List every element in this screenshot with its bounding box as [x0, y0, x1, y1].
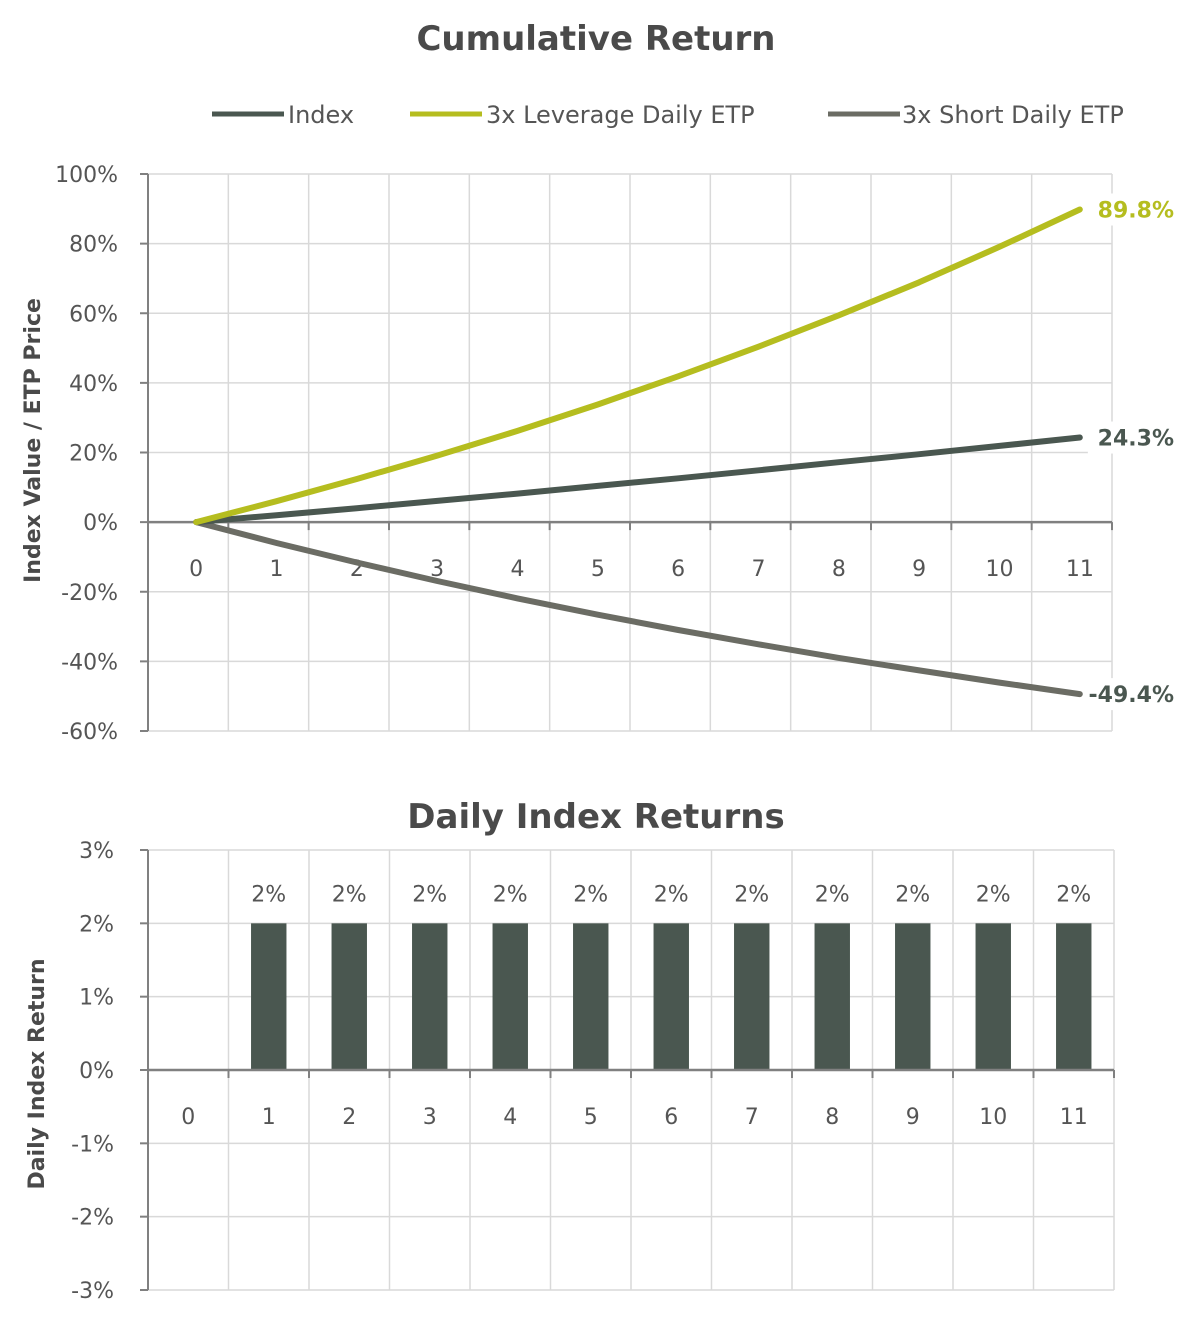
- y-tick-label: -60%: [61, 720, 118, 745]
- y-tick-label: -40%: [61, 650, 118, 675]
- daily-index-returns-chart: Daily Index Returns 3% 2% 1% 0% -1% -2% -3% 2% 2%…: [25, 797, 1115, 1304]
- end-label-1: 89.8%: [1098, 199, 1174, 224]
- bar: [573, 923, 609, 1070]
- y-tick-label: 0%: [79, 1059, 114, 1084]
- end-label-bg: [1087, 421, 1180, 454]
- y-tick-label: 1%: [79, 986, 114, 1011]
- bar: [492, 923, 528, 1070]
- x-tick-label: 11: [1066, 557, 1094, 582]
- bar: [412, 923, 448, 1070]
- bar: [653, 923, 689, 1070]
- x-tick-label: 5: [584, 1105, 598, 1130]
- bar: [975, 923, 1011, 1070]
- x-tick-label: 6: [671, 557, 685, 582]
- end-label-bg: [1087, 678, 1180, 711]
- x-tick-label: 1: [270, 557, 284, 582]
- bar: [251, 923, 287, 1070]
- x-tick-label: 7: [745, 1105, 759, 1130]
- series-line-1: [193, 206, 1083, 526]
- x-tick-label: 11: [1060, 1105, 1088, 1130]
- end-label-0: 24.3%: [1098, 427, 1174, 452]
- series-line-2: [193, 519, 1083, 698]
- bar-data-label: 2%: [332, 882, 367, 907]
- bar: [331, 923, 367, 1070]
- bar-data-label: 2%: [815, 882, 850, 907]
- y-tick-label: 20%: [69, 442, 118, 467]
- legend-label-2: 3x Short Daily ETP: [902, 101, 1124, 129]
- x-tick-label: 4: [503, 1105, 517, 1130]
- x-tick-label: 6: [664, 1105, 678, 1130]
- y-tick-label: 2%: [79, 912, 114, 937]
- bar-data-label: 2%: [895, 882, 930, 907]
- x-tick-label: 7: [752, 557, 766, 582]
- x-tick-label: 5: [591, 557, 605, 582]
- y-tick-label: -1%: [71, 1132, 114, 1157]
- bar: [895, 923, 931, 1070]
- y-tick-label: 60%: [69, 302, 118, 327]
- y-tick-label: -2%: [71, 1206, 114, 1231]
- end-label-2: -49.4%: [1089, 683, 1174, 708]
- chart-title: Daily Index Returns: [407, 797, 784, 837]
- x-tick-label: 0: [181, 1105, 195, 1130]
- legend-label-1: 3x Leverage Daily ETP: [486, 101, 755, 129]
- bar-data-label: 2%: [976, 882, 1011, 907]
- y-tick-label: 80%: [69, 233, 118, 258]
- y-tick-label: -20%: [61, 581, 118, 606]
- y-tick-label: 100%: [55, 163, 118, 188]
- x-tick-label: 10: [979, 1105, 1007, 1130]
- bar: [814, 923, 850, 1070]
- bar-data-label: 2%: [573, 882, 608, 907]
- x-tick-label: 8: [832, 557, 846, 582]
- end-label-bg: [1087, 193, 1180, 226]
- x-tick-label: 9: [906, 1105, 920, 1130]
- bar: [1056, 923, 1092, 1070]
- bar-data-label: 2%: [654, 882, 689, 907]
- x-tick-label: 1: [262, 1105, 276, 1130]
- cumulative-return-chart: Cumulative Return Index 3x Leverage Daily …: [21, 19, 1180, 745]
- y-tick-label: 40%: [69, 372, 118, 397]
- y-tick-label: 3%: [79, 839, 114, 864]
- legend-label-0: Index: [288, 101, 354, 129]
- series-line-0: [193, 434, 1083, 526]
- x-tick-label: 3: [430, 557, 444, 582]
- chart-title: Cumulative Return: [416, 19, 775, 59]
- x-tick-label: 3: [423, 1105, 437, 1130]
- x-tick-label: 0: [189, 557, 203, 582]
- bar: [734, 923, 770, 1070]
- x-tick-label: 9: [912, 557, 926, 582]
- y-axis-title: Index Value / ETP Price: [21, 298, 46, 583]
- bar-data-label: 2%: [251, 882, 286, 907]
- y-tick-label: -3%: [71, 1279, 114, 1304]
- y-axis-title: Daily Index Return: [25, 958, 50, 1189]
- x-tick-label: 2: [342, 1105, 356, 1130]
- bar-data-label: 2%: [1056, 882, 1091, 907]
- x-tick-label: 10: [986, 557, 1014, 582]
- y-tick-label: 0%: [83, 511, 118, 536]
- bar-data-label: 2%: [412, 882, 447, 907]
- bar-data-label: 2%: [734, 882, 769, 907]
- bar-data-label: 2%: [493, 882, 528, 907]
- x-tick-label: 8: [825, 1105, 839, 1130]
- x-tick-label: 4: [511, 557, 525, 582]
